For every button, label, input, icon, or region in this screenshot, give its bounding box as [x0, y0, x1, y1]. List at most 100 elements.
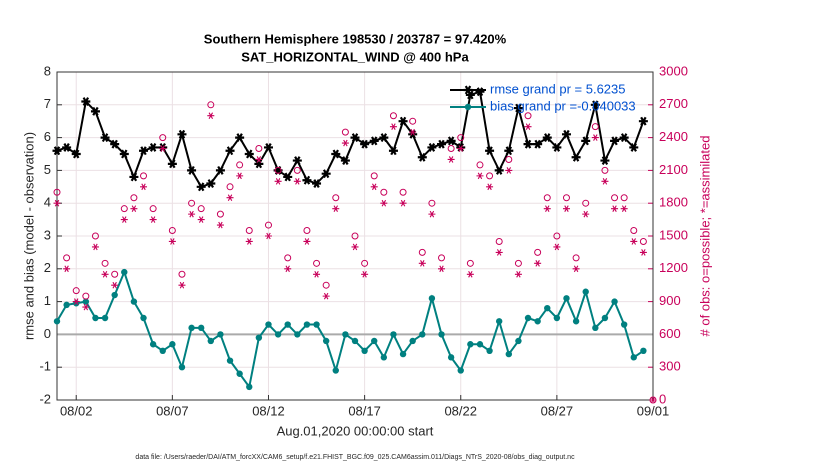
marker: [369, 136, 379, 146]
marker: [601, 314, 609, 322]
marker: [313, 259, 321, 267]
marker: [438, 265, 446, 273]
marker: [513, 103, 523, 113]
y-tick-label: 0: [44, 326, 51, 341]
marker: [582, 210, 590, 218]
marker: [571, 152, 581, 162]
marker: [486, 172, 494, 180]
y2-tick-label: 1200: [659, 260, 688, 275]
marker: [447, 156, 455, 163]
marker: [197, 216, 205, 223]
marker: [120, 205, 128, 213]
marker: [361, 259, 369, 267]
marker: [562, 205, 570, 212]
footnote: data file: /Users/raeder/DAI/ATM_forcXX/…: [135, 454, 575, 461]
marker: [263, 142, 273, 152]
marker: [71, 149, 81, 159]
marker: [139, 146, 149, 156]
marker: [639, 237, 647, 245]
marker: [371, 337, 378, 345]
marker: [341, 139, 349, 147]
marker: [553, 232, 561, 240]
marker: [149, 205, 157, 213]
marker: [428, 210, 436, 218]
marker: [235, 133, 245, 143]
marker: [264, 232, 272, 240]
y2-tick-label: 1800: [659, 195, 688, 210]
y-tick-label: 8: [44, 63, 51, 78]
marker: [591, 123, 599, 131]
legend-label: bias grand pr =-0.040033: [490, 98, 636, 113]
marker: [292, 156, 302, 166]
marker: [457, 145, 465, 152]
marker: [322, 281, 330, 289]
marker: [284, 321, 291, 328]
marker: [418, 260, 426, 267]
y2-tick-label: 300: [659, 359, 681, 374]
marker: [590, 100, 600, 110]
marker: [322, 292, 330, 300]
marker: [236, 172, 244, 180]
marker: [533, 139, 543, 149]
marker: [630, 238, 638, 245]
marker: [140, 183, 148, 191]
marker: [130, 194, 138, 202]
marker: [418, 248, 426, 256]
marker: [82, 303, 90, 311]
marker: [178, 364, 186, 371]
marker: [553, 314, 561, 322]
marker: [53, 318, 61, 325]
marker: [110, 139, 120, 149]
marker: [514, 259, 522, 267]
marker: [159, 134, 167, 142]
marker: [544, 304, 551, 312]
marker: [388, 146, 398, 156]
marker: [332, 194, 340, 202]
marker: [398, 116, 408, 126]
marker: [226, 357, 234, 364]
marker: [610, 136, 620, 146]
marker: [361, 270, 369, 278]
marker: [149, 341, 157, 348]
marker: [399, 199, 407, 207]
marker: [620, 194, 628, 202]
x-tick-label: 08/17: [348, 403, 381, 418]
marker: [639, 249, 647, 256]
marker: [467, 341, 474, 348]
marker: [379, 133, 389, 143]
marker: [168, 238, 176, 245]
marker: [226, 194, 234, 202]
marker: [111, 270, 119, 278]
marker: [601, 178, 609, 185]
y2-tick-label: 3000: [659, 63, 688, 78]
x-tick-label: 08/12: [252, 403, 285, 418]
marker: [168, 227, 176, 235]
y-tick-label: -1: [39, 359, 51, 374]
marker: [504, 146, 514, 156]
marker: [370, 183, 378, 191]
marker: [466, 259, 474, 267]
marker: [380, 354, 388, 361]
marker: [284, 254, 292, 262]
y-tick-label: 7: [44, 96, 51, 111]
marker: [619, 133, 629, 143]
marker: [130, 205, 138, 212]
marker: [274, 166, 282, 174]
marker: [245, 238, 253, 245]
marker: [178, 281, 186, 289]
marker: [581, 136, 591, 146]
marker: [303, 321, 311, 328]
marker: [505, 167, 513, 174]
marker: [207, 112, 215, 120]
marker: [178, 270, 186, 278]
legend-label: rmse grand pr = 5.6235: [490, 81, 626, 96]
marker: [582, 288, 589, 295]
marker: [476, 341, 484, 348]
marker: [82, 292, 90, 300]
y2-tick-label: 600: [659, 326, 681, 341]
marker: [302, 175, 312, 185]
marker: [140, 314, 147, 322]
marker: [197, 205, 205, 213]
marker: [399, 350, 407, 358]
marker: [419, 331, 426, 338]
